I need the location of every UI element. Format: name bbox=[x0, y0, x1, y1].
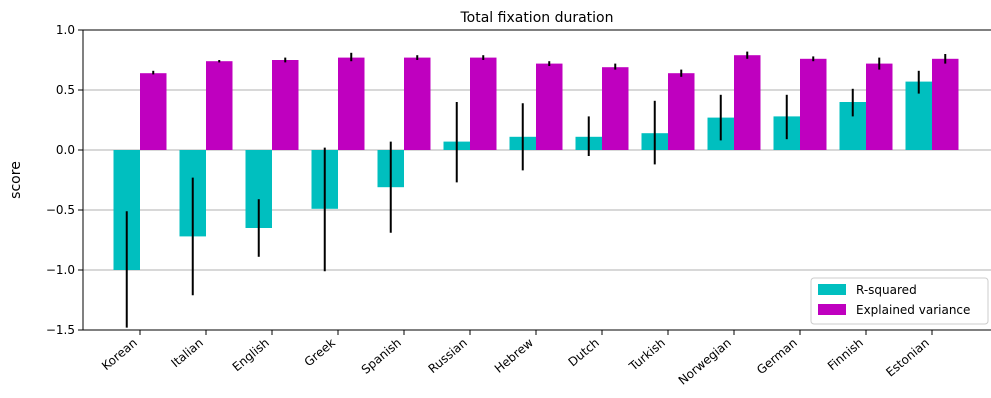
y-axis-label: score bbox=[8, 161, 24, 199]
x-tick-label: Spanish bbox=[359, 336, 404, 377]
legend-entry: R-squared bbox=[856, 283, 917, 297]
y-tick-label: −0.5 bbox=[46, 203, 75, 217]
bar-explained-variance bbox=[668, 73, 695, 150]
bar-explained-variance bbox=[206, 61, 233, 151]
bar-explained-variance bbox=[536, 63, 563, 150]
legend-box bbox=[810, 277, 989, 325]
legend-entry: Explained variance bbox=[856, 303, 970, 317]
y-tick-label: −1.0 bbox=[46, 263, 75, 277]
x-tick-label: Finnish bbox=[825, 336, 866, 374]
x-tick-label: Dutch bbox=[566, 336, 602, 370]
bar-explained-variance bbox=[470, 57, 497, 150]
bar-explained-variance bbox=[272, 60, 299, 150]
legend-swatch bbox=[818, 304, 846, 315]
bar-explained-variance bbox=[338, 57, 365, 150]
error-bars bbox=[125, 51, 947, 328]
x-tick-label: Norwegian bbox=[676, 336, 734, 388]
y-tick-label: 0.0 bbox=[56, 143, 75, 157]
x-tick-label: Russian bbox=[426, 336, 470, 376]
y-tick-label: 1.0 bbox=[56, 23, 75, 37]
x-tick-label: English bbox=[230, 336, 272, 375]
legend-swatch bbox=[818, 284, 846, 295]
bar-explained-variance bbox=[932, 58, 959, 150]
x-tick-label: Estonian bbox=[883, 336, 932, 380]
bars bbox=[113, 55, 959, 270]
bar-explained-variance bbox=[734, 55, 761, 151]
legend: R-squared Explained variance bbox=[810, 277, 989, 325]
bar-explained-variance bbox=[800, 58, 827, 150]
bar-explained-variance bbox=[140, 73, 167, 150]
x-tick-label: Hebrew bbox=[492, 335, 536, 375]
chart-title: Total fixation duration bbox=[459, 10, 613, 26]
bar-explained-variance bbox=[404, 57, 431, 150]
x-tick-label: Korean bbox=[99, 336, 140, 373]
bar-explained-variance bbox=[602, 67, 629, 150]
x-tick-label: German bbox=[754, 336, 800, 378]
y-tick-label: 0.5 bbox=[56, 83, 75, 97]
y-tick-label: −1.5 bbox=[46, 323, 75, 337]
x-tick-label: Italian bbox=[168, 336, 206, 371]
x-tick-label: Turkish bbox=[626, 336, 668, 374]
bar-explained-variance bbox=[866, 63, 893, 150]
x-tick-label: Greek bbox=[302, 336, 338, 370]
